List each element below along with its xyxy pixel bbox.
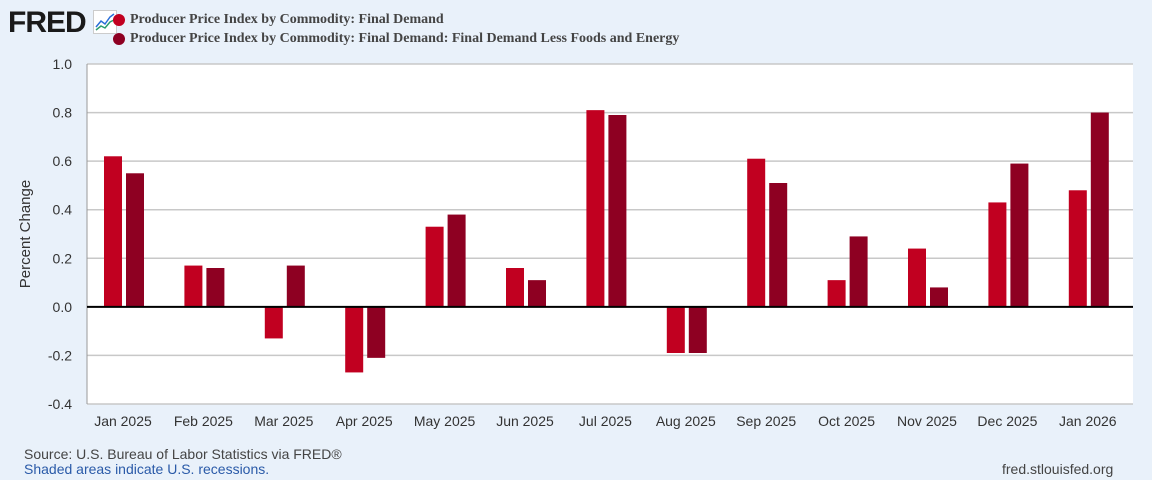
bar — [1090, 112, 1109, 307]
bar — [447, 214, 466, 307]
bar — [849, 236, 868, 307]
site-link[interactable]: fred.stlouisfed.org — [1002, 461, 1114, 477]
y-axis-label: Percent Change — [17, 180, 34, 288]
y-tick-label: 0.4 — [53, 202, 73, 218]
bar — [688, 306, 707, 353]
bar — [345, 306, 364, 373]
bar — [608, 115, 627, 307]
bar — [930, 287, 948, 307]
y-tick-label: 1.0 — [53, 56, 73, 72]
bar — [908, 248, 926, 307]
y-tick-label: 0.8 — [53, 105, 73, 121]
recessions-link[interactable]: Shaded areas indicate U.S. recessions. — [24, 461, 270, 477]
bar — [666, 306, 685, 353]
x-tick-label: Jun 2025 — [496, 413, 554, 429]
x-tick-label: Dec 2025 — [977, 413, 1037, 429]
y-tick-label: 0.6 — [53, 153, 73, 169]
bar — [104, 156, 122, 307]
bar — [988, 202, 1007, 307]
legend-item-core: Producer Price Index by Commodity: Final… — [113, 31, 679, 47]
bar — [425, 226, 444, 307]
x-tick-label: Nov 2025 — [897, 413, 957, 429]
bar — [747, 158, 766, 307]
bar — [126, 173, 144, 307]
bar-chart: 1.0 0.8 0.6 0.4 0.2 0.0 -0.2 -0.4 Jan 2025 Feb 20… — [17, 56, 1133, 429]
bar — [586, 110, 605, 307]
x-tick-label: Jul 2025 — [579, 413, 632, 429]
bar — [286, 265, 305, 307]
x-tick-label: Sep 2025 — [736, 413, 796, 429]
y-tick-label: 0.2 — [53, 250, 73, 266]
bar — [206, 268, 225, 307]
bar — [827, 280, 846, 307]
bar — [506, 268, 524, 307]
x-tick-label: Mar 2025 — [254, 413, 313, 429]
x-tick-label: Jan 2026 — [1059, 413, 1117, 429]
source-text: Source: U.S. Bureau of Labor Statistics … — [24, 446, 342, 462]
x-tick-label: May 2025 — [414, 413, 476, 429]
x-tick-label: Jan 2025 — [94, 413, 152, 429]
y-tick-label: -0.2 — [48, 347, 72, 363]
x-tick-label: Apr 2025 — [336, 413, 393, 429]
bar — [769, 183, 788, 307]
legend-dot-icon — [113, 33, 125, 45]
legend-dot-icon — [113, 14, 125, 26]
bar — [264, 306, 283, 339]
bar — [184, 265, 203, 307]
y-tick-label: 0.0 — [53, 299, 73, 315]
bar — [528, 280, 546, 307]
bar — [1010, 163, 1029, 307]
x-tick-label: Feb 2025 — [174, 413, 233, 429]
legend-item-final-demand: Producer Price Index by Commodity: Final… — [113, 12, 444, 28]
y-tick-label: -0.4 — [48, 396, 72, 412]
fred-logo[interactable]: FRED — [8, 6, 87, 39]
x-tick-label: Oct 2025 — [818, 413, 875, 429]
bar — [367, 306, 386, 358]
x-tick-label: Aug 2025 — [656, 413, 716, 429]
bar — [1068, 190, 1087, 307]
